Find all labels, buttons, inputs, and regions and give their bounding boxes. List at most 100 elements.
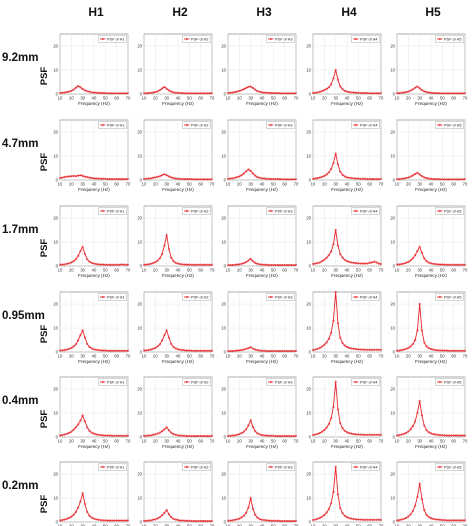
data-point — [420, 329, 424, 332]
data-point — [240, 174, 243, 177]
data-point — [276, 177, 279, 181]
y-axis-label: PSF — [39, 495, 50, 514]
data-point — [206, 92, 209, 95]
x-tick-label: 10 — [58, 354, 63, 359]
x-tick-label: 60 — [198, 268, 203, 273]
data-point — [283, 178, 286, 181]
y-tick-label: 0 — [56, 435, 59, 440]
data-point — [361, 348, 364, 351]
data-point — [208, 178, 211, 181]
x-tick-label: 50 — [356, 268, 361, 273]
data-point — [375, 348, 378, 351]
data-point — [247, 347, 250, 350]
y-tick-label: 20 — [137, 387, 142, 392]
data-point — [450, 263, 453, 266]
data-point — [154, 261, 157, 264]
data-point — [325, 173, 328, 176]
data-point — [122, 349, 125, 352]
data-point — [126, 519, 130, 522]
y-axis-label: PSF — [39, 325, 50, 344]
data-point — [354, 91, 358, 94]
data-point — [345, 516, 349, 519]
data-point — [290, 434, 293, 438]
data-point — [63, 518, 66, 521]
data-point — [61, 433, 64, 437]
data-point — [281, 519, 284, 523]
data-point — [195, 349, 198, 352]
data-point — [404, 516, 408, 520]
data-point — [245, 347, 248, 351]
x-tick-label: 20 — [322, 354, 327, 359]
data-point — [352, 177, 355, 180]
data-point — [99, 91, 102, 95]
data-point — [294, 519, 298, 523]
legend: PSF of H1 — [98, 207, 127, 215]
data-point — [285, 519, 289, 523]
data-point — [238, 432, 241, 436]
legend-box — [351, 378, 380, 386]
data-point — [454, 178, 458, 181]
data-point — [318, 176, 321, 179]
y-tick-label: 20 — [53, 216, 58, 221]
data-point — [334, 228, 337, 232]
data-point — [379, 177, 383, 181]
data-point — [90, 176, 93, 180]
x-tick-label: 60 — [451, 182, 456, 187]
data-point — [124, 263, 127, 266]
data-point — [58, 91, 62, 95]
data-point — [126, 434, 130, 437]
x-tick-label: 50 — [271, 182, 276, 187]
x-tick-label: 10 — [226, 268, 231, 273]
data-point — [70, 346, 73, 350]
psf-series-line — [312, 381, 381, 436]
data-point — [235, 175, 239, 179]
data-point — [174, 91, 177, 94]
data-point — [276, 349, 279, 353]
x-axis-label: Frequency (Hz) — [78, 359, 110, 364]
data-point — [231, 263, 234, 267]
data-point — [377, 92, 380, 95]
y-tick-label: 0 — [393, 350, 396, 355]
x-axis-label: Frequency (Hz) — [78, 101, 110, 106]
y-tick-label: 20 — [390, 472, 395, 477]
data-point — [334, 152, 337, 155]
legend: PSF of H5 — [435, 463, 464, 471]
data-point — [265, 349, 268, 353]
x-tick-label: 20 — [406, 268, 411, 273]
x-tick-label: 60 — [367, 96, 372, 101]
data-point — [254, 348, 257, 351]
data-point — [240, 348, 243, 352]
data-point — [158, 516, 161, 519]
data-point — [445, 92, 448, 95]
data-point — [126, 177, 130, 181]
data-point — [409, 428, 412, 431]
data-point — [454, 519, 458, 522]
legend-box — [351, 121, 380, 129]
data-point — [272, 349, 275, 353]
data-point — [325, 511, 328, 514]
data-point — [151, 176, 155, 179]
data-point — [418, 399, 421, 403]
data-point — [70, 261, 73, 264]
y-tick-label: 10 — [137, 154, 142, 159]
data-point — [373, 260, 376, 263]
data-point — [122, 177, 125, 181]
data-point — [314, 91, 317, 94]
x-tick-label: 70 — [463, 96, 468, 101]
data-point — [124, 434, 127, 437]
data-point — [58, 349, 62, 352]
data-point — [404, 176, 408, 180]
x-axis-label: Frequency (Hz) — [162, 187, 194, 192]
data-point — [354, 261, 358, 265]
x-tick-label: 40 — [176, 268, 181, 273]
data-point — [163, 173, 166, 176]
data-point — [359, 177, 362, 180]
data-point — [366, 262, 369, 265]
data-point — [269, 434, 273, 437]
data-point — [179, 348, 182, 351]
data-point — [366, 518, 369, 521]
psf-series-line — [227, 419, 296, 437]
